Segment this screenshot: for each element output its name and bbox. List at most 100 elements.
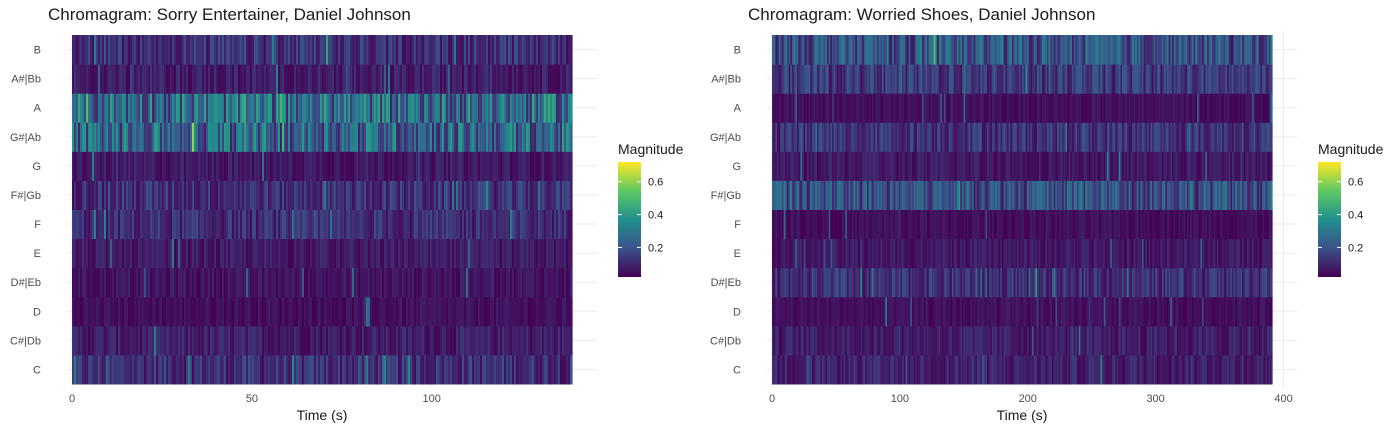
heatmap-cell: [382, 267, 385, 298]
heatmap-cell: [110, 296, 113, 327]
heatmap-cell: [390, 151, 393, 181]
heatmap-cell: [1022, 325, 1025, 356]
heatmap-cell: [1132, 238, 1135, 269]
heatmap-cell: [566, 180, 569, 210]
heatmap-cell: [362, 296, 365, 327]
heatmap-cell: [464, 354, 467, 385]
heatmap-cell: [170, 354, 173, 385]
heatmap-cell: [983, 209, 986, 240]
heatmap-cell: [1110, 325, 1113, 356]
heatmap-cell: [780, 180, 783, 210]
heatmap-cell: [548, 180, 551, 210]
heatmap-cell: [342, 209, 345, 240]
heatmap-cell: [236, 267, 239, 298]
heatmap-cell: [120, 296, 123, 327]
heatmap-cell: [492, 93, 495, 123]
heatmap-cell: [206, 35, 209, 65]
heatmap-cell: [490, 238, 493, 269]
heatmap-cell: [482, 238, 485, 269]
heatmap-cell: [1252, 238, 1255, 269]
heatmap-cell: [166, 35, 169, 65]
heatmap-cell: [812, 354, 815, 385]
heatmap-cell: [232, 354, 235, 385]
heatmap-cell: [274, 267, 277, 298]
heatmap-cell: [198, 122, 201, 152]
heatmap-cell: [988, 267, 991, 298]
heatmap-cell: [240, 296, 243, 327]
heatmap-cell: [398, 209, 401, 240]
heatmap-cell: [190, 122, 193, 152]
heatmap-cell: [358, 35, 361, 65]
heatmap-cell: [118, 325, 121, 356]
heatmap-cell: [1080, 267, 1083, 298]
heatmap-cell: [867, 180, 870, 210]
heatmap-cell: [830, 238, 833, 269]
heatmap-cell: [154, 180, 157, 210]
heatmap-cell: [962, 296, 965, 327]
heatmap-cell: [136, 35, 139, 65]
heatmap-cell: [128, 35, 131, 65]
heatmap-cell: [94, 296, 97, 327]
heatmap-cell: [454, 180, 457, 210]
heatmap-cell: [1112, 296, 1115, 327]
heatmap-cell: [462, 151, 465, 181]
heatmap-cell: [990, 296, 993, 327]
heatmap-cell: [877, 354, 880, 385]
heatmap-cell: [208, 296, 211, 327]
heatmap-cell: [915, 296, 918, 327]
heatmap-cell: [278, 354, 281, 385]
heatmap-cell: [442, 325, 445, 356]
heatmap-cell: [384, 354, 387, 385]
heatmap-cell: [98, 267, 101, 298]
heatmap-cell: [184, 180, 187, 210]
heatmap-cell: [256, 122, 259, 152]
heatmap-cell: [170, 238, 173, 269]
heatmap-cell: [430, 354, 433, 385]
heatmap-cell: [176, 93, 179, 123]
heatmap-cell: [504, 354, 507, 385]
heatmap-cell: [208, 151, 211, 181]
heatmap-cell: [360, 267, 363, 298]
heatmap-cell: [234, 64, 237, 94]
heatmap-cell: [408, 238, 411, 269]
heatmap-cell: [484, 325, 487, 356]
heatmap-cell: [308, 151, 311, 181]
heatmap-cell: [376, 35, 379, 65]
heatmap-cell: [134, 325, 137, 356]
heatmap-cell: [1255, 325, 1258, 356]
heatmap-cell: [350, 296, 353, 327]
heatmap-cell: [138, 122, 141, 152]
heatmap-cell: [1258, 296, 1261, 327]
heatmap-cell: [320, 64, 323, 94]
heatmap-cell: [882, 325, 885, 356]
heatmap-cell: [166, 151, 169, 181]
heatmap-cell: [392, 180, 395, 210]
heatmap-cell: [500, 122, 503, 152]
heatmap-cell: [156, 238, 159, 269]
heatmap-cell: [216, 35, 219, 65]
heatmap-cell: [516, 122, 519, 152]
heatmap-cell: [558, 180, 561, 210]
heatmap-cell: [1058, 267, 1061, 298]
heatmap-cell: [494, 209, 497, 240]
heatmap-cell: [805, 325, 808, 356]
heatmap-cell: [498, 238, 501, 269]
heatmap-cell: [1110, 296, 1113, 327]
heatmap-cell: [260, 354, 263, 385]
heatmap-cell: [192, 296, 195, 327]
heatmap-cell: [1005, 325, 1008, 356]
heatmap-cell: [962, 267, 965, 298]
heatmap-cell: [1102, 267, 1105, 298]
heatmap-cell: [1040, 296, 1043, 327]
heatmap-cell: [460, 296, 463, 327]
heatmap-cell: [126, 267, 129, 298]
heatmap-cell: [156, 151, 159, 181]
heatmap-cell: [845, 267, 848, 298]
heatmap-cell: [204, 209, 207, 240]
heatmap-cell: [148, 93, 151, 123]
heatmap-cell: [1247, 267, 1250, 298]
heatmap-cell: [410, 151, 413, 181]
heatmap-cell: [504, 64, 507, 94]
heatmap-cell: [498, 180, 501, 210]
heatmap-cell: [518, 354, 521, 385]
